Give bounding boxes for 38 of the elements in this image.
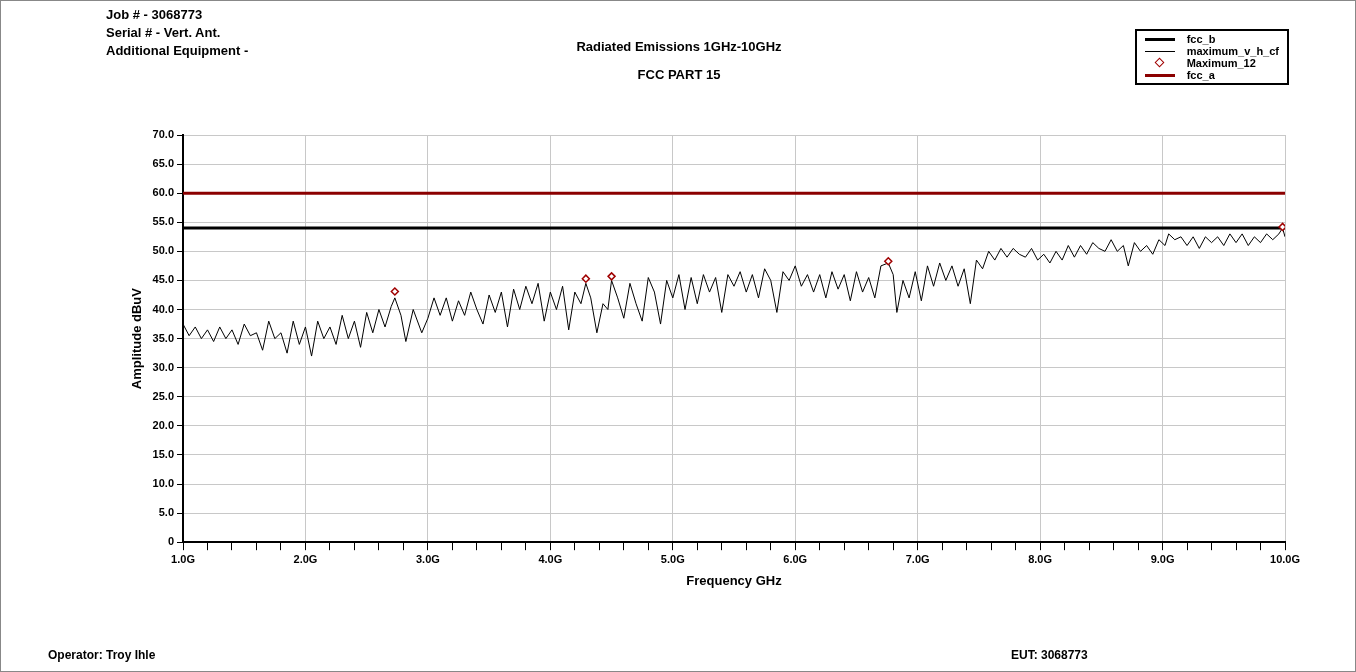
x-tick-label: 10.0G — [1270, 552, 1300, 565]
y-tick-label: 55.0 — [152, 215, 175, 228]
y-tick-label: 65.0 — [152, 157, 175, 170]
text: Additional Equipment - — [106, 42, 249, 60]
y-tick-label: 40.0 — [152, 302, 175, 315]
x-axis-title: Frequency GHz — [686, 572, 783, 588]
text: Serial # - Vert. Ant. — [106, 24, 222, 42]
y-tick-label: 15.0 — [152, 447, 175, 460]
x-tick-label: 8.0G — [1028, 552, 1053, 565]
y-axis-title: Amplitude dBuV — [129, 287, 145, 390]
text: Operator: Troy Ihle — [48, 648, 156, 662]
y-tick-label: 20.0 — [152, 418, 175, 431]
y-tick-label: 70.0 — [152, 128, 175, 141]
chart-subtitle: FCC PART 15 — [637, 67, 721, 82]
y-tick-label: 30.0 — [152, 360, 175, 373]
legend-label: fcc_b — [1186, 33, 1216, 45]
chart-title: Radiated Emissions 1GHz-10GHz — [576, 39, 782, 54]
legend-label: maximum_v_h_cf — [1186, 45, 1279, 57]
y-tick-label: 50.0 — [152, 244, 175, 257]
legend-label: Maximum_12 — [1186, 57, 1256, 69]
x-tick-label: 2.0G — [293, 552, 318, 565]
y-tick-label: 0 — [167, 535, 175, 548]
x-tick-label: 5.0G — [660, 552, 685, 565]
x-tick-label: 1.0G — [171, 552, 195, 565]
text: Job # - 3068773 — [106, 6, 204, 24]
y-tick-label: 45.0 — [152, 273, 175, 286]
x-tick-label: 4.0G — [538, 552, 563, 565]
x-tick-label: 7.0G — [905, 552, 930, 565]
y-tick-label: 25.0 — [152, 389, 175, 402]
y-tick-label: 10.0 — [152, 477, 175, 490]
y-tick-label: 60.0 — [152, 186, 175, 199]
y-tick-label: 5.0 — [158, 506, 175, 519]
text: EUT: 3068773 — [1011, 648, 1088, 662]
legend-label: fcc_a — [1186, 69, 1215, 81]
x-tick-label: 9.0G — [1150, 552, 1175, 565]
x-tick-label: 6.0G — [783, 552, 808, 565]
x-tick-label: 3.0G — [415, 552, 440, 565]
y-tick-label: 35.0 — [152, 331, 175, 344]
